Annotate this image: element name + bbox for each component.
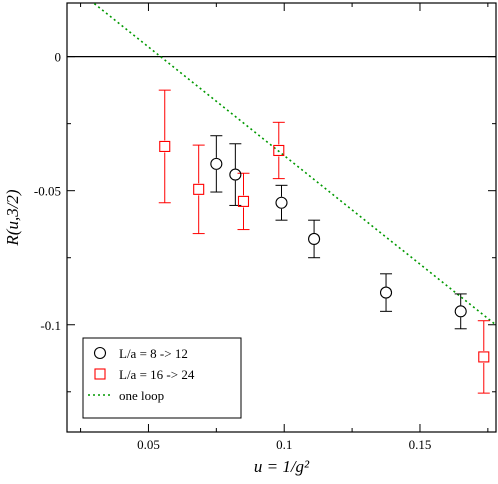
- circle-point: [275, 196, 288, 209]
- legend-circle-marker: [93, 346, 107, 360]
- error-bar: [158, 89, 171, 204]
- square-point: [478, 351, 490, 363]
- error-bar: [454, 293, 467, 330]
- x-tick-label: 0.1: [276, 437, 292, 452]
- legend-box: [82, 337, 242, 419]
- error-bar: [275, 184, 288, 221]
- y-tick-label: -0.05: [34, 184, 61, 199]
- axis-ticks: 0.05 0.1 0.15 0 -0.05 -0.1: [34, 3, 496, 452]
- legend-label: L/a = 16 -> 24: [119, 367, 195, 382]
- circle-point: [210, 157, 223, 170]
- circle-point: [454, 305, 467, 318]
- square-point: [237, 195, 250, 207]
- error-bar: [272, 121, 285, 180]
- y-tick-label: -0.1: [40, 318, 61, 333]
- x-tick-label: 0.05: [137, 437, 160, 452]
- error-bar: [380, 273, 393, 312]
- y-tick-label: 0: [55, 50, 62, 65]
- x-axis-label: u = 1/g²: [254, 457, 310, 476]
- error-bar: [237, 172, 250, 231]
- circle-point: [308, 232, 321, 245]
- x-tick-label: 0.15: [409, 437, 432, 452]
- error-bar: [229, 143, 242, 206]
- circle-point: [229, 168, 242, 181]
- circle-point: [379, 286, 393, 299]
- error-bar: [210, 135, 223, 193]
- plot-frame: [66, 2, 497, 433]
- one-loop-line: [92, 3, 496, 326]
- square-point: [273, 144, 285, 157]
- data-points: [159, 140, 490, 363]
- error-bar: [477, 320, 490, 394]
- error-bars: [158, 89, 490, 394]
- error-bar: [308, 219, 321, 259]
- legend-square-marker: [94, 368, 106, 380]
- square-point: [193, 183, 205, 195]
- legend-label: L/a = 8 -> 12: [119, 346, 188, 361]
- square-point: [159, 140, 171, 152]
- legend-label: one loop: [119, 388, 164, 403]
- error-bar: [192, 144, 205, 235]
- chart-marks: [67, 3, 496, 326]
- legend: L/a = 8 -> 12 L/a = 16 -> 24 one loop: [82, 337, 242, 419]
- y-axis-label: R(u,3/2): [3, 189, 22, 247]
